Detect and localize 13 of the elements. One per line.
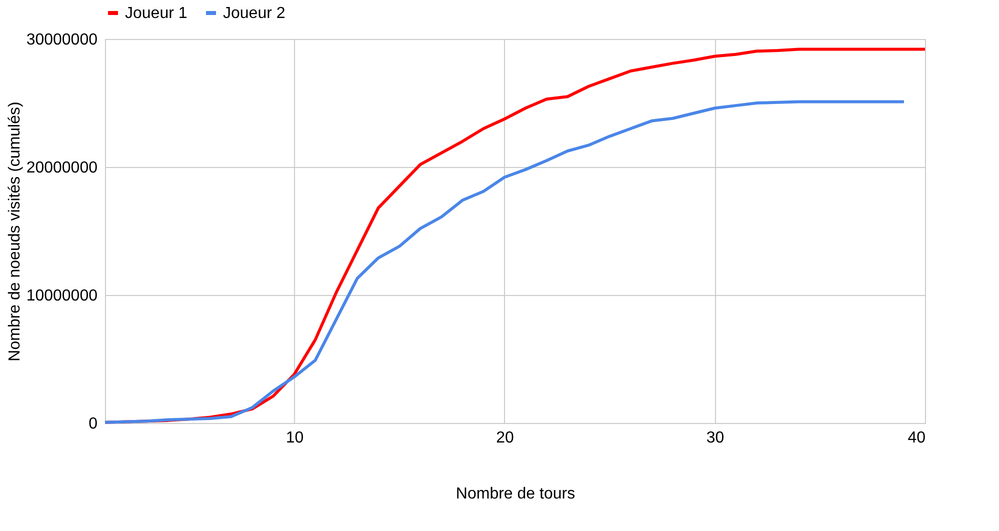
y-tick-label: 20000000: [26, 160, 98, 176]
y-tick-label: 10000000: [26, 288, 98, 304]
x-tick-label: 30: [706, 430, 724, 446]
x-tick-label: 20: [496, 430, 514, 446]
legend-label: Joueur 1: [125, 5, 188, 22]
y-tick-label: 0: [88, 416, 98, 432]
x-tick-label: 40: [908, 430, 926, 446]
x-tick-label: 10: [286, 430, 304, 446]
legend-label: Joueur 2: [223, 5, 286, 22]
y-axis-title: Nombre de noeuds visités (cumulés): [6, 102, 24, 362]
line-series: [104, 100, 906, 424]
y-tick-label: 30000000: [26, 32, 98, 48]
x-axis-title: Nombre de tours: [456, 486, 576, 502]
